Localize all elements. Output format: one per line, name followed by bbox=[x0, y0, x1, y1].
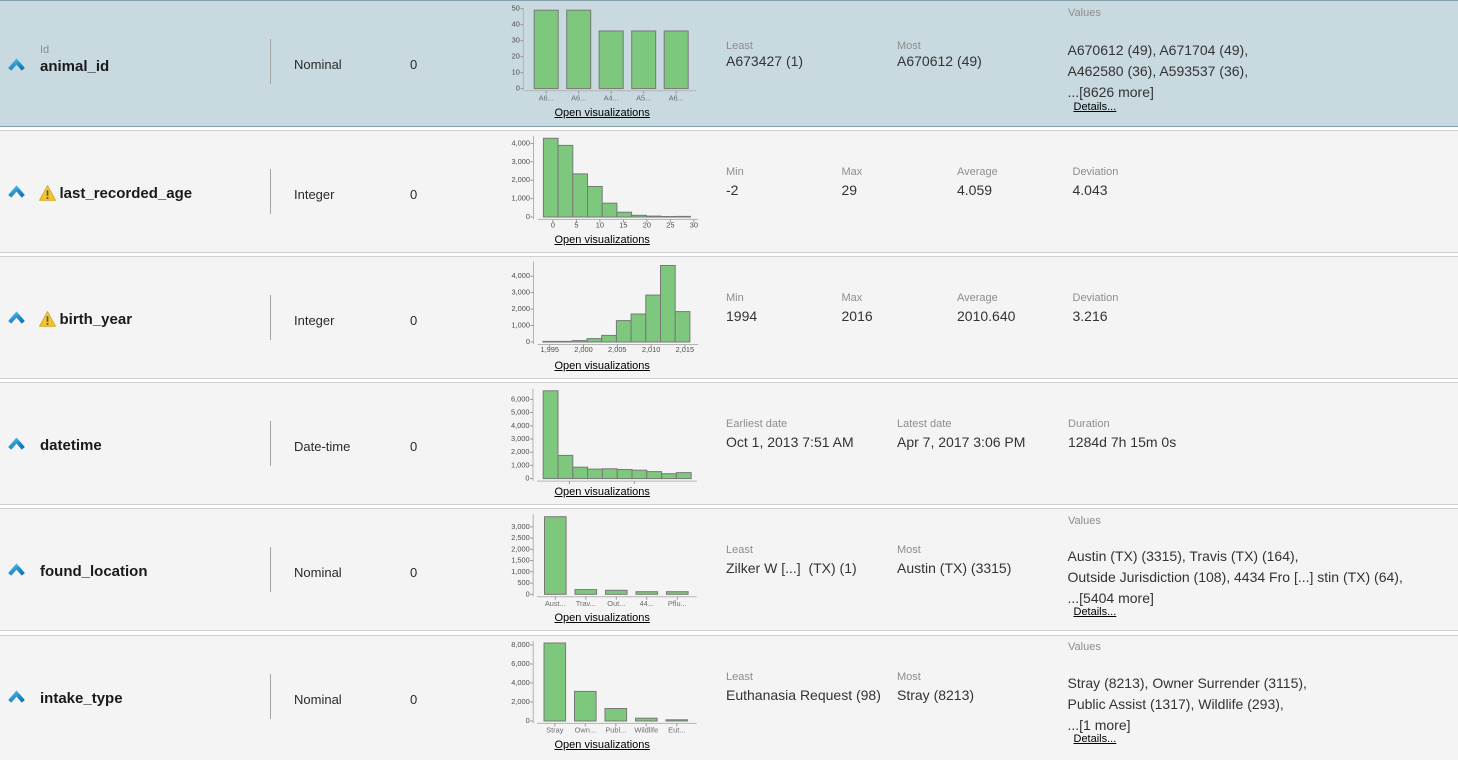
svg-text:0: 0 bbox=[516, 84, 520, 93]
svg-text:40: 40 bbox=[512, 20, 520, 29]
svg-text:1,000: 1,000 bbox=[512, 321, 531, 330]
svg-text:0: 0 bbox=[526, 716, 530, 725]
svg-text:5: 5 bbox=[574, 221, 578, 230]
svg-text:Own...: Own... bbox=[575, 726, 596, 735]
svg-text:5,000: 5,000 bbox=[511, 408, 530, 417]
svg-text:2,010: 2,010 bbox=[642, 345, 661, 354]
svg-text:6,000: 6,000 bbox=[511, 659, 530, 668]
svg-text:0: 0 bbox=[526, 589, 530, 598]
svg-text:Aust...: Aust... bbox=[545, 599, 566, 608]
svg-text:A5...: A5... bbox=[636, 94, 651, 103]
svg-text:2,005: 2,005 bbox=[608, 345, 627, 354]
svg-text:A6...: A6... bbox=[669, 94, 684, 103]
svg-text:Wildlife: Wildlife bbox=[634, 726, 658, 735]
svg-text:Out...: Out... bbox=[607, 599, 625, 608]
svg-text:8,000: 8,000 bbox=[511, 640, 530, 649]
svg-text:44...: 44... bbox=[640, 599, 654, 608]
svg-text:10: 10 bbox=[596, 221, 604, 230]
svg-text:1,000: 1,000 bbox=[512, 194, 531, 203]
svg-text:Publ...: Publ... bbox=[605, 726, 626, 735]
svg-text:30: 30 bbox=[690, 221, 698, 230]
svg-text:0: 0 bbox=[526, 337, 530, 346]
svg-text:0: 0 bbox=[551, 221, 555, 230]
svg-text:A6...: A6... bbox=[571, 94, 586, 103]
svg-text:3,000: 3,000 bbox=[511, 434, 530, 443]
svg-text:6,000: 6,000 bbox=[511, 395, 530, 404]
svg-text:2,000: 2,000 bbox=[511, 697, 530, 706]
svg-text:Eut...: Eut... bbox=[668, 726, 685, 735]
svg-text:1,500: 1,500 bbox=[511, 556, 530, 565]
svg-text:3,000: 3,000 bbox=[511, 522, 530, 531]
svg-text:2,000: 2,000 bbox=[511, 447, 530, 456]
svg-text:4,000: 4,000 bbox=[511, 421, 530, 430]
svg-text:2,000: 2,000 bbox=[512, 175, 531, 184]
svg-text:2,500: 2,500 bbox=[511, 533, 530, 542]
svg-text:2,015: 2,015 bbox=[676, 345, 695, 354]
svg-text:20: 20 bbox=[643, 221, 651, 230]
svg-text:4,000: 4,000 bbox=[512, 271, 531, 280]
svg-text:3,000: 3,000 bbox=[512, 157, 531, 166]
svg-text:10: 10 bbox=[512, 68, 520, 77]
svg-text:3,000: 3,000 bbox=[512, 288, 531, 297]
svg-text:Trav...: Trav... bbox=[576, 599, 596, 608]
svg-text:Stray: Stray bbox=[546, 726, 564, 735]
svg-text:1,000: 1,000 bbox=[511, 461, 530, 470]
svg-text:1,995: 1,995 bbox=[540, 345, 559, 354]
svg-text:Pflu...: Pflu... bbox=[668, 599, 687, 608]
svg-text:30: 30 bbox=[512, 36, 520, 45]
svg-text:0: 0 bbox=[526, 212, 530, 221]
svg-text:15: 15 bbox=[619, 221, 627, 230]
svg-text:2,000: 2,000 bbox=[574, 345, 593, 354]
svg-text:2,000: 2,000 bbox=[512, 304, 531, 313]
svg-text:0: 0 bbox=[525, 474, 529, 483]
svg-text:2,000: 2,000 bbox=[511, 544, 530, 553]
svg-text:25: 25 bbox=[666, 221, 674, 230]
svg-text:4,000: 4,000 bbox=[511, 678, 530, 687]
svg-text:500: 500 bbox=[517, 578, 529, 587]
svg-text:20: 20 bbox=[512, 52, 520, 61]
svg-text:A6...: A6... bbox=[539, 94, 554, 103]
svg-text:50: 50 bbox=[512, 4, 520, 13]
svg-text:1,000: 1,000 bbox=[511, 567, 530, 576]
svg-text:A4...: A4... bbox=[604, 94, 619, 103]
svg-text:4,000: 4,000 bbox=[512, 138, 531, 147]
